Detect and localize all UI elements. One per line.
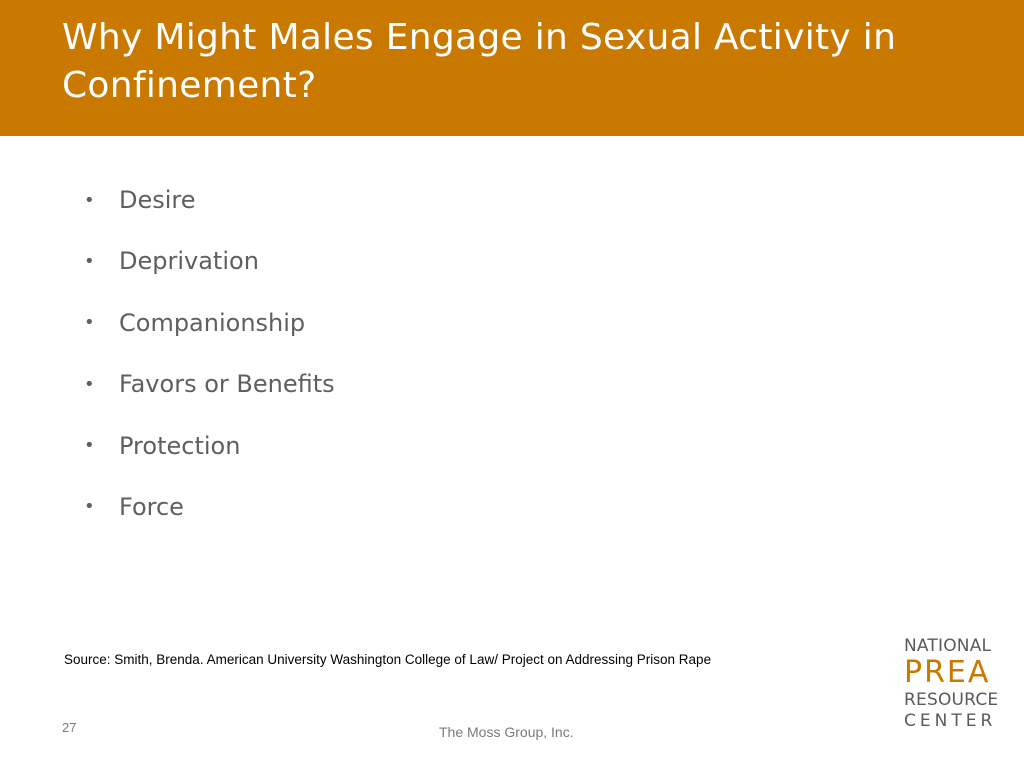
bullet-text: Protection <box>119 431 241 460</box>
bullet-text: Force <box>119 492 184 521</box>
bullet-icon: • <box>84 496 95 518</box>
bullet-icon: • <box>84 373 95 395</box>
bullet-icon: • <box>84 435 95 457</box>
bullet-text: Favors or Benefits <box>119 370 335 399</box>
bullet-text: Desire <box>119 186 196 214</box>
logo-line-national: NATIONAL <box>904 636 992 656</box>
bullet-item: • Desire <box>84 181 335 219</box>
logo-line-resource: RESOURCE <box>904 690 999 710</box>
footer-organization: The Moss Group, Inc. <box>439 724 574 740</box>
logo-line-prea: PREA <box>904 655 991 690</box>
bullet-item: • Protection <box>84 427 335 465</box>
bullet-icon: • <box>84 189 95 211</box>
prea-logo: NATIONAL PREA RESOURCE CENTER <box>904 636 1004 732</box>
source-citation: Source: Smith, Brenda. American Universi… <box>64 652 712 667</box>
bullet-item: • Deprivation <box>84 242 335 280</box>
bullet-text: Companionship <box>119 308 306 337</box>
bullet-icon: • <box>84 312 95 334</box>
bullet-item: • Favors or Benefits <box>84 365 335 403</box>
bullet-text: Deprivation <box>119 247 259 276</box>
title-band: Why Might Males Engage in Sexual Activit… <box>0 0 1024 136</box>
logo-line-center: CENTER <box>904 711 997 731</box>
bullet-item: • Companionship <box>84 304 335 342</box>
bullet-item: • Force <box>84 488 335 526</box>
slide-title: Why Might Males Engage in Sexual Activit… <box>62 17 897 106</box>
page-number: 27 <box>62 720 77 735</box>
bullet-list: • Desire • Deprivation • Companionship •… <box>84 181 335 549</box>
bullet-icon: • <box>84 250 95 272</box>
